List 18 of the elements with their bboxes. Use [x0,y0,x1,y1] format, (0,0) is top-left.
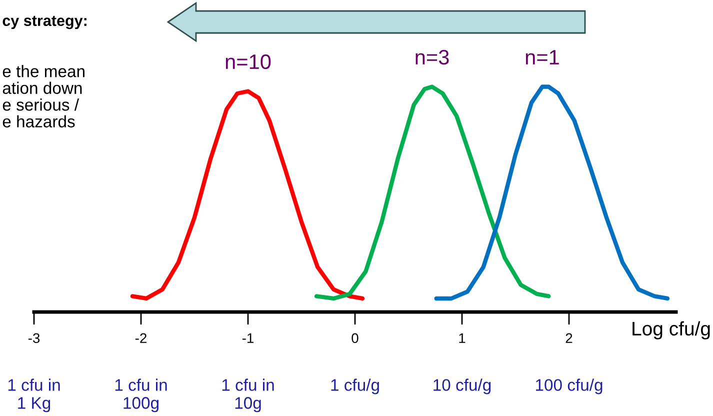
x-tick-label: 1 [459,333,466,343]
text: 1 cfu/g [331,378,379,394]
x-tick-label: -2 [135,333,146,343]
text: 10 cfu/g [434,378,491,394]
text: 100 cfu/g [536,378,602,394]
x-tick-label: -1 [242,333,254,343]
text: 1 cfu in 10g [222,378,274,412]
annotation: e the mean ation down e serious / e hazards [2,65,84,128]
x-tick-label: 0 [352,333,358,344]
chart-title: cy strategy: [2,16,86,30]
series-label: n=1 [526,50,559,64]
x-tick-label: 2 [566,333,572,343]
series-label: n=3 [416,50,449,65]
x-axis-title: Log cfu/g [632,321,710,340]
text: 1 cfu in 1 Kg [8,378,60,412]
x-tick-label: -3 [28,333,40,344]
text: 1 cfu in 100g [115,378,167,412]
series-label: n=10 [226,54,271,70]
